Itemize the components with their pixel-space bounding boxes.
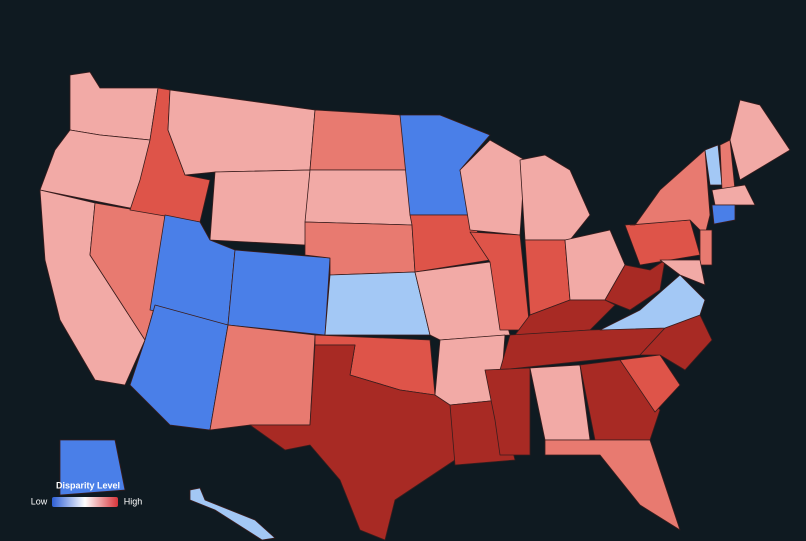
state — [619, 354, 681, 413]
state — [227, 249, 331, 336]
legend-title: Disparity Level — [56, 480, 120, 490]
state — [579, 359, 661, 441]
legend-high: High — [124, 496, 143, 506]
state — [729, 99, 791, 181]
state — [189, 487, 276, 541]
legend-gradient — [52, 497, 118, 507]
state — [599, 274, 706, 331]
state — [544, 439, 681, 531]
state — [699, 229, 713, 266]
legend-low: Low — [31, 496, 48, 506]
legend: Disparity Level Low High — [31, 480, 143, 507]
state — [659, 259, 706, 286]
state — [484, 367, 531, 456]
state — [209, 169, 311, 246]
state — [209, 324, 316, 431]
state — [324, 271, 431, 336]
state — [249, 344, 456, 541]
state — [711, 184, 756, 206]
state — [629, 149, 711, 236]
state — [309, 109, 411, 171]
state — [304, 169, 413, 226]
state — [711, 204, 736, 225]
state — [59, 439, 126, 496]
state — [469, 231, 531, 331]
